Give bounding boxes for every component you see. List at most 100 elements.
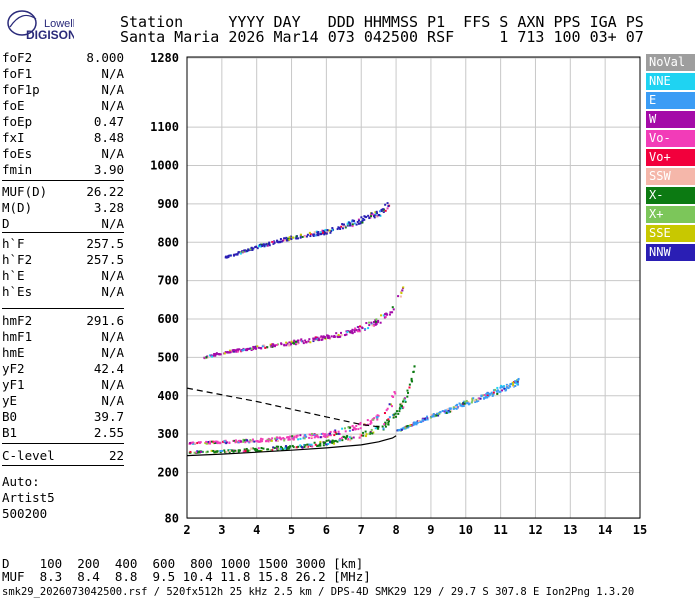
echo-point <box>333 440 336 443</box>
echo-point <box>324 336 327 339</box>
echo-point <box>276 436 279 439</box>
echo-point <box>219 450 222 453</box>
echo-point <box>324 228 327 231</box>
echo-point <box>290 237 293 240</box>
echo-point <box>312 234 315 237</box>
echo-point <box>237 251 240 254</box>
echo-point <box>373 324 376 327</box>
param-value: N/A <box>101 268 124 283</box>
echo-point <box>208 354 211 357</box>
echo-point <box>359 433 362 436</box>
echo-point <box>399 403 402 406</box>
echo-point <box>287 438 290 441</box>
echo-point <box>437 414 440 417</box>
echo-point <box>510 383 513 386</box>
echo-point <box>293 435 296 438</box>
echo-point <box>402 427 405 430</box>
echo-point <box>291 437 294 440</box>
param-row-fof1: foF1 N/A <box>2 66 124 82</box>
echo-point <box>372 215 375 218</box>
echo-point <box>385 409 388 412</box>
echo-point <box>277 445 280 448</box>
echo-point <box>239 251 242 254</box>
echo-point <box>322 441 325 444</box>
distance-row: D 100 200 400 600 800 1000 1500 3000 [km… <box>2 556 364 571</box>
echo-point <box>287 344 290 347</box>
echo-point <box>233 439 236 442</box>
echo-point <box>397 295 400 298</box>
echo-point <box>337 336 340 339</box>
echo-point <box>354 428 357 431</box>
echo-point <box>324 436 327 439</box>
echo-point <box>311 445 314 448</box>
echo-point <box>354 327 357 330</box>
echo-point <box>359 423 362 426</box>
param-row-d: D N/A <box>2 216 124 232</box>
echo-point <box>323 231 326 234</box>
echo-point <box>325 443 328 446</box>
param-row-hf2: h`F2 257.5 <box>2 252 124 268</box>
echo-point <box>517 383 520 386</box>
param-row-hmf1: hmF1 N/A <box>2 329 124 345</box>
echo-point <box>257 440 260 443</box>
echo-point <box>290 235 293 238</box>
echo-point <box>338 439 341 442</box>
echo-point <box>212 449 215 452</box>
param-row-yf2: yF2 42.4 <box>2 361 124 377</box>
echo-point <box>446 408 449 411</box>
echo-point <box>244 439 247 442</box>
y-tick-label: 200 <box>157 466 179 480</box>
echo-point <box>272 242 275 245</box>
echo-point <box>205 442 208 445</box>
legend-item-x: X- <box>646 187 695 204</box>
echo-point <box>445 411 448 414</box>
echo-point <box>353 330 356 333</box>
echo-point <box>283 237 286 240</box>
echo-point <box>351 225 354 228</box>
echo-point <box>347 437 350 440</box>
echo-point <box>485 393 488 396</box>
echo-point <box>410 379 413 382</box>
echo-point <box>309 341 312 344</box>
echo-point <box>206 450 209 453</box>
echo-point <box>375 210 378 213</box>
echo-point <box>400 428 403 431</box>
echo-point <box>285 341 288 344</box>
echo-point <box>266 346 269 349</box>
echo-point <box>275 445 278 448</box>
echo-point <box>347 426 350 429</box>
echo-point <box>456 406 459 409</box>
echo-point <box>267 448 270 451</box>
echo-point <box>247 347 250 350</box>
echo-point <box>228 349 231 352</box>
echo-point <box>244 449 247 452</box>
echo-point <box>308 433 311 436</box>
echo-point <box>247 248 250 251</box>
echo-point <box>250 440 253 443</box>
echo-point <box>338 226 341 229</box>
echo-point <box>213 451 216 454</box>
param-value: N/A <box>101 146 124 161</box>
echo-point <box>206 441 209 444</box>
echo-point <box>430 413 433 416</box>
legend-item-sse: SSE <box>646 225 695 242</box>
echo-point <box>235 253 238 256</box>
echo-point <box>393 413 396 416</box>
echo-point <box>308 338 311 341</box>
echo-point <box>402 406 405 409</box>
echo-point <box>309 433 312 436</box>
legend-item-w: W <box>646 111 695 128</box>
echo-point <box>289 435 292 438</box>
echo-point <box>398 410 401 413</box>
echo-point <box>504 389 507 392</box>
echo-point <box>425 417 428 420</box>
echo-point <box>486 394 489 397</box>
echo-point <box>288 341 291 344</box>
echo-point <box>292 446 295 449</box>
param-value: 3.90 <box>93 162 124 177</box>
echo-point <box>334 439 337 442</box>
echo-point <box>308 231 311 234</box>
echo-point <box>317 339 320 342</box>
echo-point <box>325 439 328 442</box>
echo-point <box>330 335 333 338</box>
